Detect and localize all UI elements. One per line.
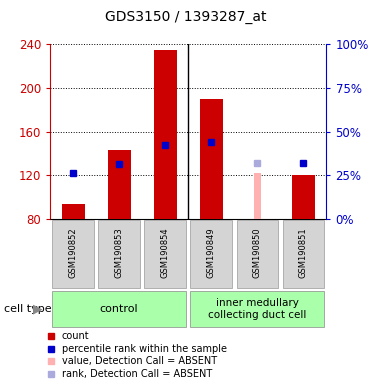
- Bar: [237, 220, 278, 288]
- Bar: [200, 99, 223, 219]
- Bar: [154, 50, 177, 219]
- Bar: [292, 175, 315, 219]
- Text: GSM190850: GSM190850: [253, 227, 262, 278]
- Text: inner medullary
collecting duct cell: inner medullary collecting duct cell: [208, 298, 306, 320]
- Bar: [52, 220, 94, 288]
- Text: GDS3150 / 1393287_at: GDS3150 / 1393287_at: [105, 10, 266, 23]
- Text: GSM190852: GSM190852: [69, 227, 78, 278]
- Text: cell type: cell type: [4, 304, 51, 314]
- Text: GSM190854: GSM190854: [161, 227, 170, 278]
- Text: count: count: [62, 331, 89, 341]
- Text: rank, Detection Call = ABSENT: rank, Detection Call = ABSENT: [62, 369, 212, 379]
- Bar: [52, 291, 186, 327]
- Bar: [98, 220, 140, 288]
- Text: ▶: ▶: [33, 303, 42, 316]
- Bar: [144, 220, 186, 288]
- Bar: [190, 220, 232, 288]
- Text: percentile rank within the sample: percentile rank within the sample: [62, 344, 227, 354]
- Bar: [62, 204, 85, 219]
- Text: GSM190849: GSM190849: [207, 227, 216, 278]
- Text: GSM190851: GSM190851: [299, 227, 308, 278]
- Text: control: control: [100, 304, 138, 314]
- Text: GSM190853: GSM190853: [115, 227, 124, 278]
- Bar: [190, 291, 324, 327]
- Bar: [283, 220, 324, 288]
- Bar: [254, 173, 260, 219]
- Bar: [108, 150, 131, 219]
- Text: value, Detection Call = ABSENT: value, Detection Call = ABSENT: [62, 356, 217, 366]
